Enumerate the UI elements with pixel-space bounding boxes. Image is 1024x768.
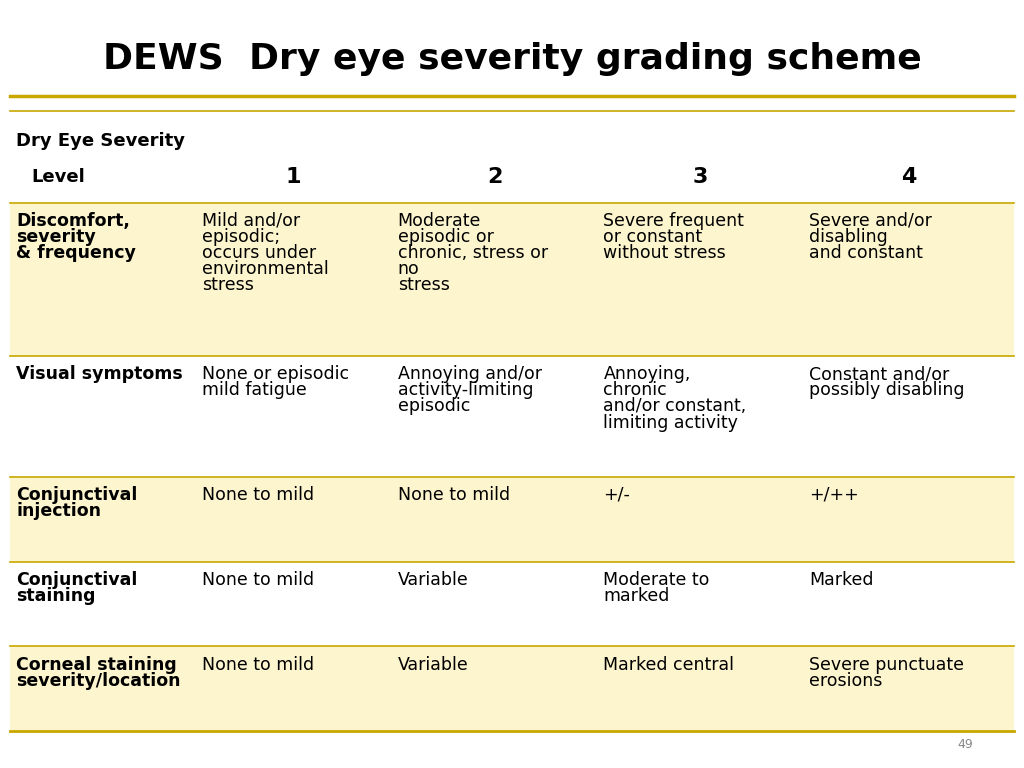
Text: None to mild: None to mild	[202, 486, 314, 504]
Text: Level: Level	[32, 168, 85, 186]
Text: 3: 3	[692, 167, 708, 187]
Text: 1: 1	[286, 167, 301, 187]
Text: Severe and/or: Severe and/or	[809, 212, 932, 230]
Text: Severe punctuate: Severe punctuate	[809, 656, 965, 674]
Text: episodic: episodic	[397, 398, 470, 415]
Text: stress: stress	[202, 276, 254, 294]
Text: and/or constant,: and/or constant,	[603, 398, 746, 415]
Text: 4: 4	[901, 167, 916, 187]
Text: mild fatigue: mild fatigue	[202, 382, 307, 399]
Text: DEWS  Dry eye severity grading scheme: DEWS Dry eye severity grading scheme	[102, 42, 922, 76]
Text: chronic, stress or: chronic, stress or	[397, 244, 548, 262]
Text: None to mild: None to mild	[202, 571, 314, 589]
Text: injection: injection	[16, 502, 101, 520]
Text: None to mild: None to mild	[397, 486, 510, 504]
Text: & frequency: & frequency	[16, 244, 136, 262]
Text: possibly disabling: possibly disabling	[809, 382, 965, 399]
Text: None or episodic: None or episodic	[202, 366, 349, 383]
Text: Moderate to: Moderate to	[603, 571, 710, 589]
Text: no: no	[397, 260, 420, 278]
Text: Visual symptoms: Visual symptoms	[16, 366, 183, 383]
Text: Dry Eye Severity: Dry Eye Severity	[16, 131, 185, 150]
Text: Variable: Variable	[397, 656, 468, 674]
Text: Moderate: Moderate	[397, 212, 481, 230]
Text: +/++: +/++	[809, 486, 859, 504]
Text: Discomfort,: Discomfort,	[16, 212, 130, 230]
Text: Severe frequent: Severe frequent	[603, 212, 744, 230]
Text: Annoying and/or: Annoying and/or	[397, 366, 542, 383]
Text: and constant: and constant	[809, 244, 923, 262]
Text: Annoying,: Annoying,	[603, 366, 691, 383]
Text: occurs under: occurs under	[202, 244, 316, 262]
Text: staining: staining	[16, 587, 96, 605]
Text: environmental: environmental	[202, 260, 329, 278]
Text: limiting activity: limiting activity	[603, 414, 738, 432]
Text: disabling: disabling	[809, 228, 888, 246]
Text: 49: 49	[957, 738, 973, 751]
Text: Constant and/or: Constant and/or	[809, 366, 949, 383]
Text: or constant: or constant	[603, 228, 702, 246]
Text: Variable: Variable	[397, 571, 468, 589]
Text: 2: 2	[486, 167, 502, 187]
Text: Marked central: Marked central	[603, 656, 734, 674]
Text: severity: severity	[16, 228, 96, 246]
Text: activity-limiting: activity-limiting	[397, 382, 534, 399]
Text: stress: stress	[397, 276, 450, 294]
Text: severity/location: severity/location	[16, 672, 181, 690]
Text: chronic: chronic	[603, 382, 668, 399]
Text: Conjunctival: Conjunctival	[16, 571, 138, 589]
Text: Conjunctival: Conjunctival	[16, 486, 138, 504]
Text: erosions: erosions	[809, 672, 883, 690]
Text: Corneal staining: Corneal staining	[16, 656, 177, 674]
Text: marked: marked	[603, 587, 670, 605]
Text: episodic or: episodic or	[397, 228, 494, 246]
Text: Marked: Marked	[809, 571, 873, 589]
Text: +/-: +/-	[603, 486, 631, 504]
Text: Mild and/or: Mild and/or	[202, 212, 300, 230]
Text: without stress: without stress	[603, 244, 726, 262]
Text: episodic;: episodic;	[202, 228, 281, 246]
Text: None to mild: None to mild	[202, 656, 314, 674]
